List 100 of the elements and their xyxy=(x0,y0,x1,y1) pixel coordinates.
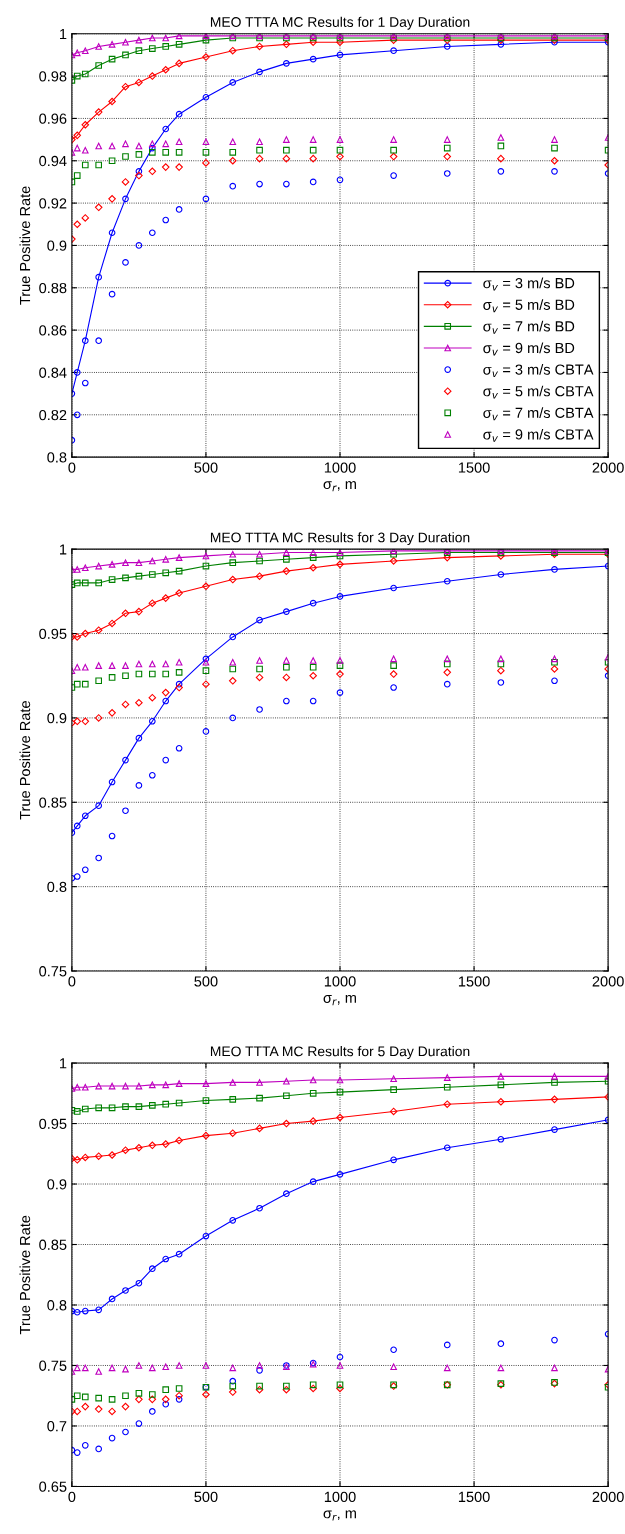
x-tick-label: 0 xyxy=(68,1491,76,1503)
point xyxy=(309,657,317,664)
x-tick-label: 500 xyxy=(194,976,218,987)
point xyxy=(162,1386,170,1393)
point xyxy=(202,728,210,735)
point xyxy=(551,168,558,175)
point xyxy=(94,108,103,116)
point xyxy=(336,1088,344,1096)
point xyxy=(162,1363,170,1371)
point xyxy=(73,680,81,688)
point xyxy=(282,40,291,49)
point xyxy=(122,153,129,160)
point xyxy=(148,670,156,678)
point xyxy=(202,148,210,156)
point xyxy=(229,148,237,156)
point xyxy=(390,47,397,55)
point xyxy=(148,34,156,42)
point xyxy=(390,584,397,592)
point xyxy=(256,1094,263,1102)
point xyxy=(283,697,290,705)
y-tick-label: 0.85 xyxy=(39,1239,67,1250)
point xyxy=(390,1086,397,1094)
y-axis-title: True Positive Rate xyxy=(19,701,31,820)
point xyxy=(108,674,116,681)
point xyxy=(443,136,451,143)
point xyxy=(162,670,170,678)
point xyxy=(551,144,558,152)
point xyxy=(228,575,237,584)
point xyxy=(108,142,116,150)
point xyxy=(122,38,129,46)
point xyxy=(81,1083,89,1091)
y-tick-label: 0.75 xyxy=(39,1360,67,1371)
point xyxy=(255,673,264,682)
point xyxy=(497,666,505,675)
point xyxy=(202,93,210,101)
point xyxy=(73,220,82,229)
point xyxy=(73,144,81,152)
point xyxy=(229,1382,237,1390)
point xyxy=(95,579,103,587)
point xyxy=(336,1171,344,1178)
point xyxy=(135,607,143,616)
point xyxy=(202,680,210,688)
point xyxy=(390,684,397,691)
point xyxy=(255,154,264,163)
point xyxy=(81,1402,90,1411)
point xyxy=(336,176,344,184)
point xyxy=(497,660,505,668)
point xyxy=(81,1441,89,1449)
point xyxy=(95,854,103,862)
point xyxy=(256,706,263,713)
point xyxy=(121,609,130,618)
point xyxy=(175,1391,183,1400)
point xyxy=(551,1336,558,1344)
point xyxy=(108,561,116,568)
point xyxy=(73,579,81,587)
point xyxy=(175,589,183,597)
point xyxy=(229,633,237,641)
point xyxy=(336,552,344,560)
point xyxy=(162,125,170,133)
y-tick-label: 0.9 xyxy=(47,240,67,251)
point xyxy=(336,560,344,569)
point xyxy=(121,1402,130,1411)
point xyxy=(283,1077,290,1085)
point xyxy=(81,680,89,688)
point xyxy=(256,550,263,558)
point xyxy=(309,663,317,671)
y-tick-label: 0.8 xyxy=(47,452,67,463)
point xyxy=(108,229,116,237)
point xyxy=(202,582,210,591)
point xyxy=(148,1141,157,1150)
point xyxy=(108,1396,116,1403)
point xyxy=(162,140,170,148)
point xyxy=(108,55,116,63)
y-tick-label: 0.75 xyxy=(39,966,67,977)
point xyxy=(73,633,82,641)
point xyxy=(108,1082,116,1090)
legend-label: σ$_{v}$ = 9 m/s BD xyxy=(483,342,575,356)
point xyxy=(229,1096,237,1103)
point xyxy=(162,756,170,764)
point xyxy=(162,697,170,705)
point xyxy=(443,553,452,562)
point xyxy=(336,1113,344,1122)
point xyxy=(81,146,89,154)
point xyxy=(256,665,263,673)
point xyxy=(283,136,290,143)
point xyxy=(175,1099,183,1107)
point xyxy=(73,172,81,179)
point xyxy=(283,60,290,67)
point xyxy=(229,1216,237,1224)
point xyxy=(81,1105,89,1113)
point xyxy=(81,120,90,129)
point xyxy=(256,616,263,624)
point xyxy=(309,554,317,561)
point xyxy=(443,655,451,663)
y-tick-label: 0.65 xyxy=(39,1481,67,1492)
point xyxy=(161,1395,170,1404)
point xyxy=(497,40,505,48)
point xyxy=(443,1074,451,1081)
point xyxy=(162,216,170,224)
point xyxy=(122,1082,129,1090)
